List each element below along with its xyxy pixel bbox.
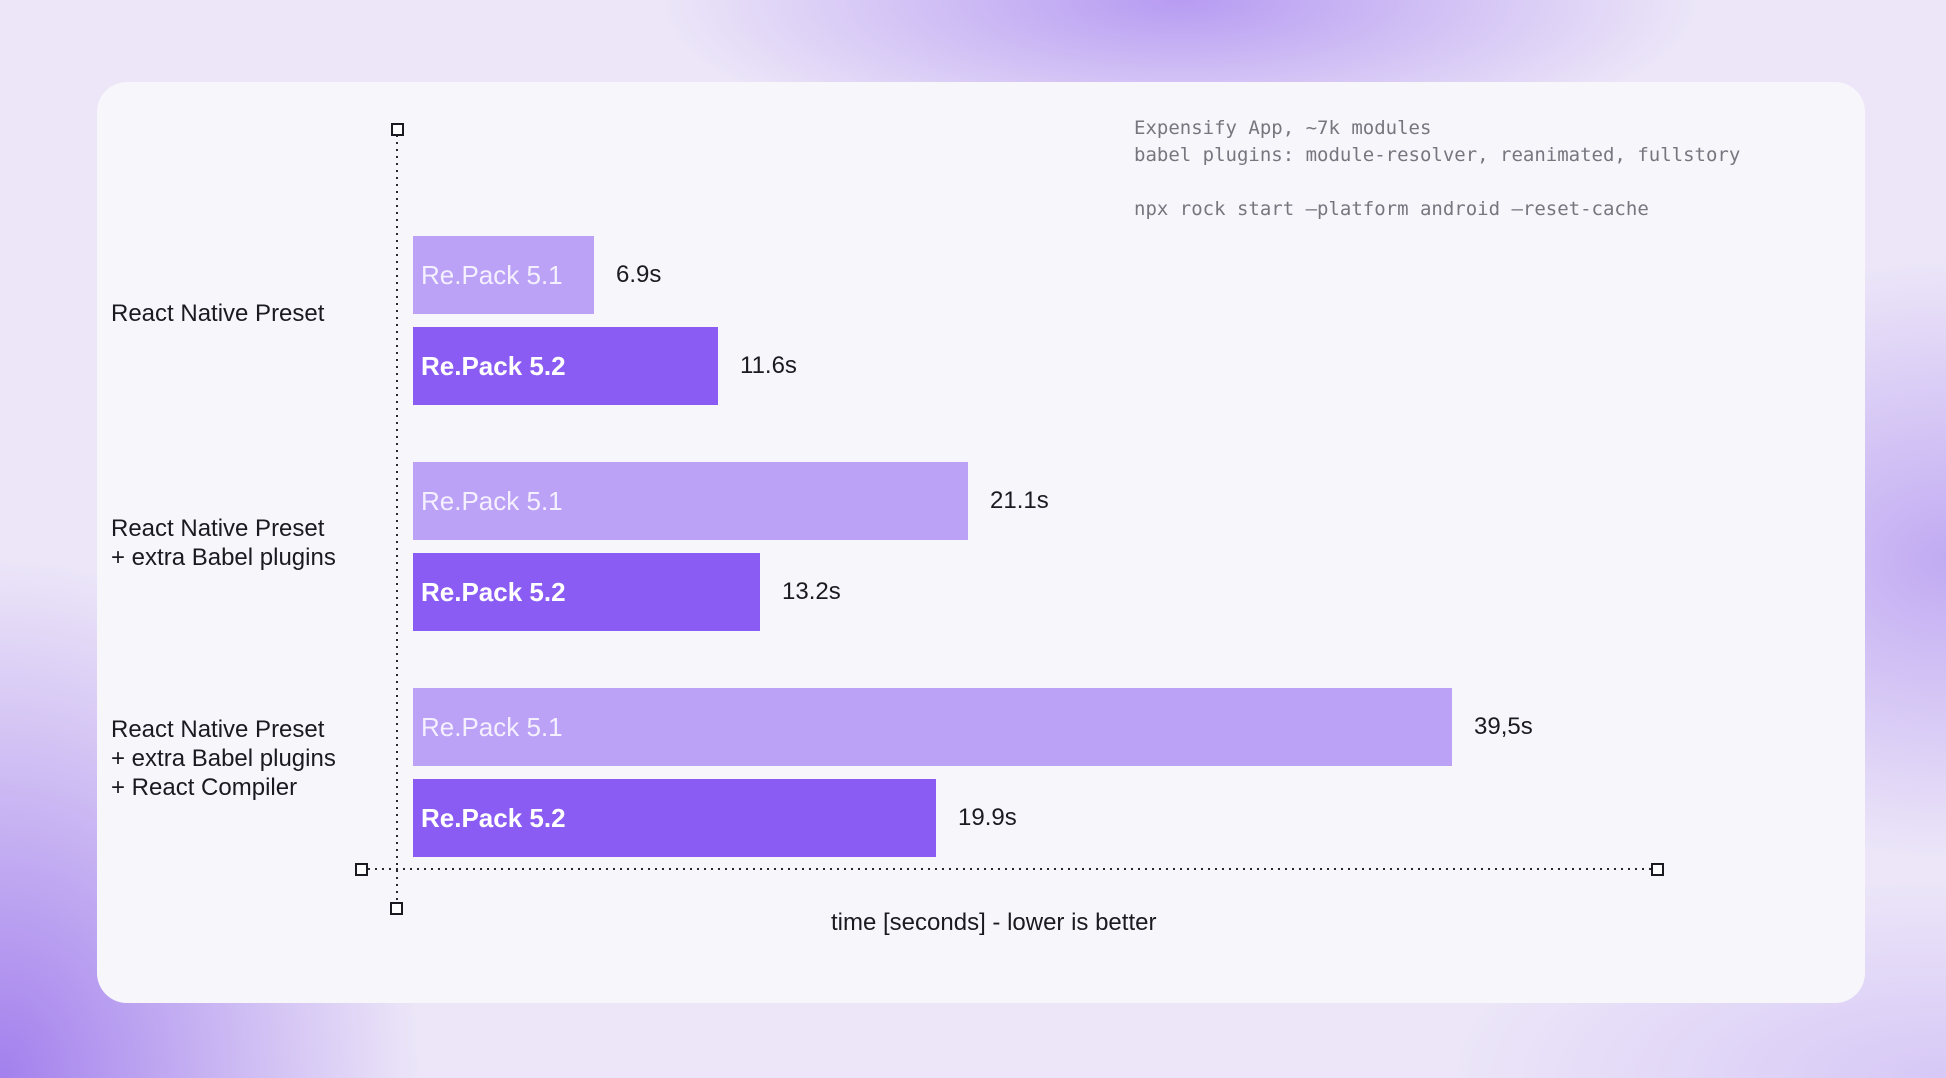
category-label-line: + extra Babel plugins: [111, 544, 336, 571]
category-label-line: React Native Preset: [111, 300, 325, 327]
x-axis-label: time [seconds] - lower is better: [831, 909, 1157, 936]
bar-repack-5-2-group-2: Re.Pack 5.2: [413, 553, 760, 631]
bar-series-label: Re.Pack 5.2: [421, 802, 566, 833]
bar-series-label: Re.Pack 5.2: [421, 576, 566, 607]
annotation-line-app: Expensify App, ~7k modules: [1134, 117, 1432, 139]
bar-series-label: Re.Pack 5.1: [421, 259, 563, 290]
bar-value-label: 11.6s: [740, 352, 797, 379]
chart-card: [97, 82, 1865, 1003]
category-label-1: React Native Preset: [111, 299, 324, 328]
x-axis-right-handle: [1651, 863, 1664, 876]
bar-value-label: 19.9s: [958, 804, 1017, 831]
bar-repack-5-1-group-1: Re.Pack 5.1: [413, 236, 594, 314]
annotation-line-plugins: babel plugins: module-resolver, reanimat…: [1134, 144, 1741, 166]
category-label-3: React Native Preset + extra Babel plugins…: [111, 715, 336, 802]
x-axis-left-handle: [355, 863, 368, 876]
bar-repack-5-2-group-3: Re.Pack 5.2: [413, 779, 936, 857]
category-label-line: React Native Preset: [111, 515, 325, 542]
bar-series-label: Re.Pack 5.2: [421, 350, 566, 381]
category-label-line: + extra Babel plugins: [111, 745, 336, 772]
bar-value-label: 21.1s: [990, 487, 1049, 514]
y-axis-top-handle: [391, 123, 404, 136]
bar-value-label: 39,5s: [1474, 713, 1533, 740]
category-label-line: + React Compiler: [111, 774, 298, 801]
bar-series-label: Re.Pack 5.1: [421, 485, 563, 516]
bar-repack-5-1-group-2: Re.Pack 5.1: [413, 462, 968, 540]
benchmark-annotation: Expensify App, ~7k modules babel plugins:…: [1134, 115, 1740, 223]
bar-repack-5-2-group-1: Re.Pack 5.2: [413, 327, 718, 405]
category-label-2: React Native Preset + extra Babel plugins: [111, 514, 336, 572]
annotation-line-command: npx rock start —platform android —reset-…: [1134, 198, 1649, 220]
y-axis-bottom-handle: [390, 902, 403, 915]
category-label-line: React Native Preset: [111, 716, 325, 743]
bar-value-label: 6.9s: [616, 261, 662, 288]
bar-value-label: 13.2s: [782, 578, 841, 605]
bar-repack-5-1-group-3: Re.Pack 5.1: [413, 688, 1452, 766]
bar-series-label: Re.Pack 5.1: [421, 711, 563, 742]
